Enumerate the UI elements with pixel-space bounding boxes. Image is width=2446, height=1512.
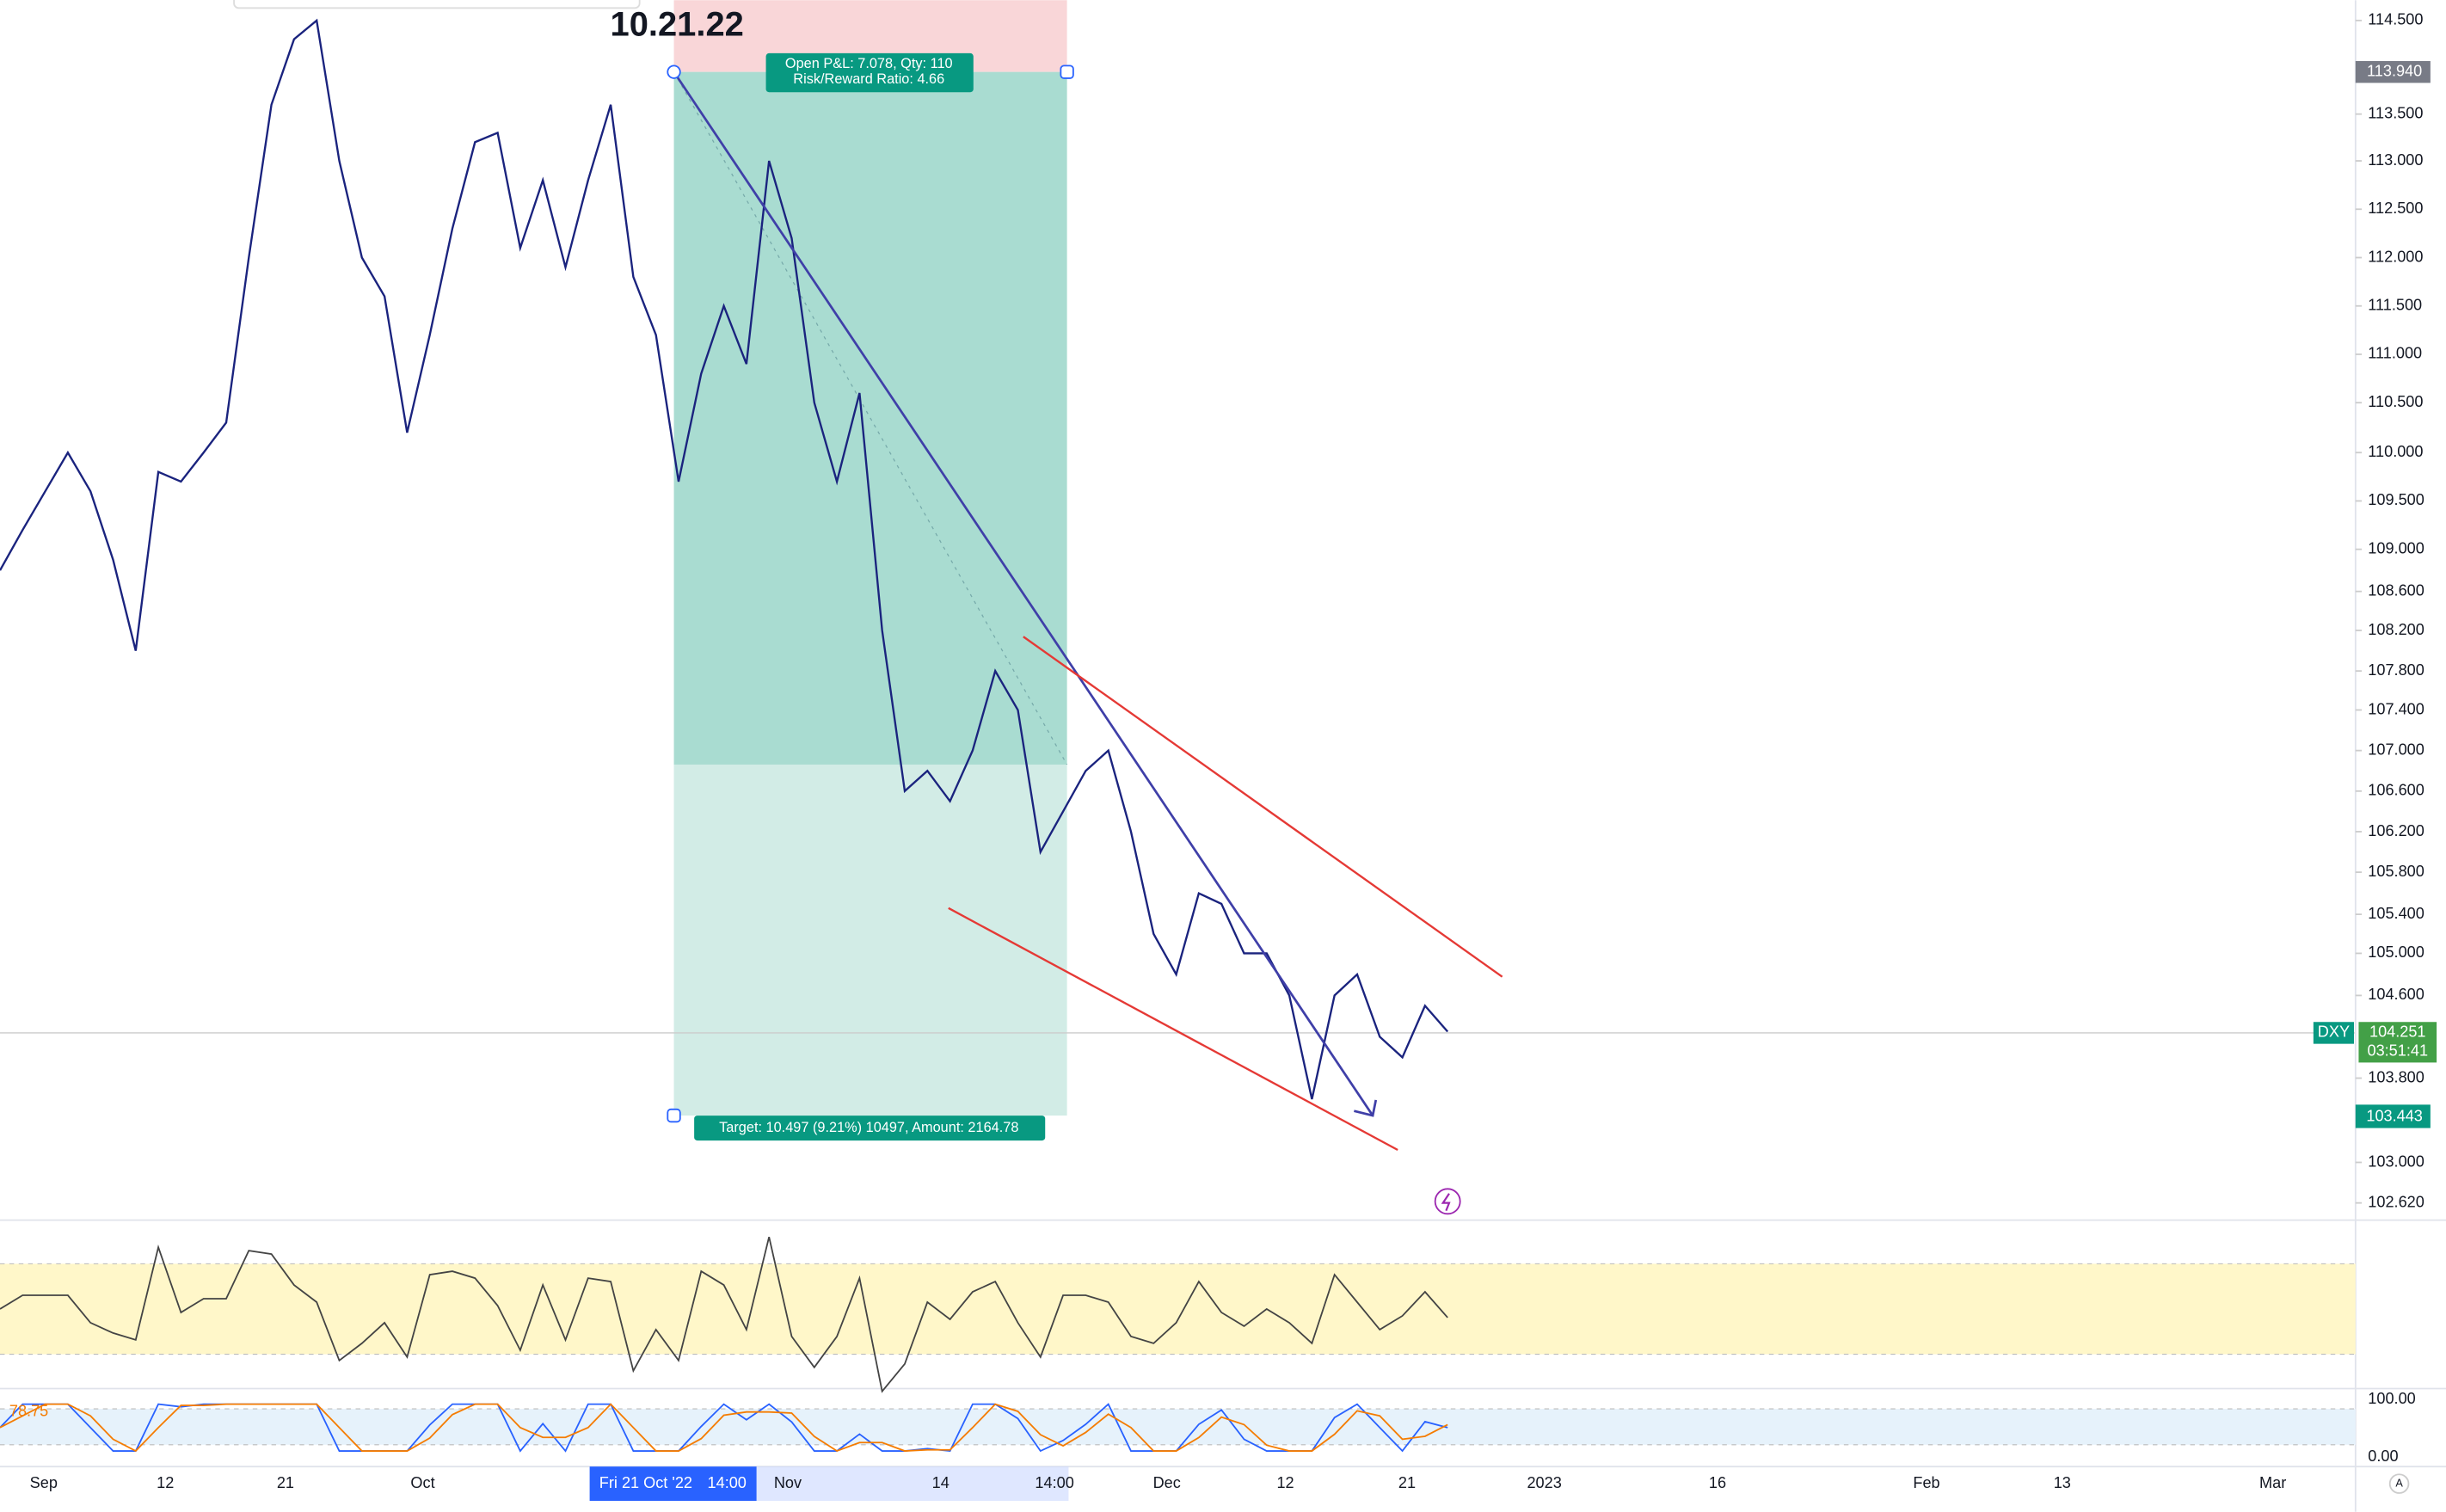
price-tick-label: 105.000 — [2368, 943, 2424, 961]
price-tick-label: 102.620 — [2368, 1193, 2424, 1210]
countdown: 03:51:41 — [2367, 1042, 2428, 1060]
target-box — [694, 1116, 1046, 1141]
event-bolt — [1441, 1193, 1451, 1212]
stoch-d — [0, 1403, 1448, 1453]
price-tick-label: 110.500 — [2368, 393, 2423, 410]
cursor-date — [589, 1466, 757, 1502]
price-tick-label: 111.500 — [2368, 297, 2422, 314]
rsi-line — [0, 1236, 1448, 1393]
time-label: 12 — [1276, 1474, 1294, 1491]
time-label: Nov — [774, 1474, 802, 1491]
event-icon[interactable] — [1434, 1188, 1461, 1215]
time-label: 21 — [1398, 1474, 1416, 1491]
entry-tag — [2355, 60, 2431, 83]
osc-bottom: 0.00 — [2368, 1447, 2398, 1465]
price-tick-label: 113.000 — [2368, 151, 2423, 169]
time-label: 14:00 — [708, 1474, 747, 1491]
price-tick-label: 105.400 — [2368, 905, 2424, 922]
price-tick-label: 107.400 — [2368, 700, 2424, 717]
channel-lower — [948, 907, 1398, 1152]
last-price-tag — [2358, 1022, 2437, 1063]
handle[interactable] — [1060, 65, 1074, 79]
osc-top: 100.00 — [2368, 1390, 2415, 1407]
chart-title: 10.21.22 — [611, 6, 744, 44]
series-layer — [0, 18, 1449, 1453]
time-label: 12 — [157, 1474, 174, 1491]
pnl-label: Open P&L: 7.078, Qty: 110 — [785, 56, 953, 71]
price-tick-label: 104.600 — [2368, 986, 2424, 1003]
price-tick-label: 107.000 — [2368, 741, 2424, 758]
ratio-label: Risk/Reward Ratio: 4.66 — [793, 71, 944, 87]
low-tag-label: 103.443 — [2366, 1108, 2423, 1125]
time-label: 21 — [277, 1474, 294, 1491]
price-tick-label: 114.500 — [2368, 11, 2423, 28]
trend-line — [673, 71, 1374, 1116]
time-label: 14 — [932, 1474, 950, 1491]
target-label: Target: 10.497 (9.21%) 10497, Amount: 21… — [719, 1120, 1018, 1135]
price-axis: 114.500 113.500 113.000 112.500 112.000 111.5… — [2355, 11, 2424, 1210]
entry-tag-label: 113.940 — [2367, 62, 2422, 79]
time-label: 14:00 — [1035, 1474, 1073, 1491]
symbol-tag — [2313, 1022, 2354, 1044]
symbol-label: DXY — [2318, 1023, 2350, 1041]
handle[interactable] — [667, 1108, 681, 1123]
time-label: Sep — [30, 1474, 58, 1491]
price-tick-label: 111.000 — [2368, 345, 2422, 362]
price-tick-label: 106.200 — [2368, 822, 2424, 839]
pnl-box — [765, 52, 974, 93]
target-zone — [673, 764, 1067, 1116]
time-label: Feb — [1913, 1474, 1939, 1491]
osc-value: 78.75 — [9, 1402, 48, 1419]
price-tick-label: 109.500 — [2368, 491, 2424, 508]
time-label: Dec — [1153, 1474, 1181, 1491]
price-tick-label: 107.800 — [2368, 661, 2424, 679]
time-label: Mar — [2259, 1474, 2286, 1491]
stoch-band — [0, 1409, 2356, 1445]
last-price: 104.251 — [2369, 1023, 2426, 1041]
auto-scale[interactable] — [2388, 1473, 2410, 1494]
price-tick-label: 109.000 — [2368, 539, 2424, 556]
channel-upper — [1023, 636, 1503, 978]
popup-edge — [233, 0, 641, 9]
time-axis: Sep 12 21 Oct Fri 21 Oct '22 14:00 Nov 14 14:00 D… — [30, 1474, 2287, 1491]
trade-line — [673, 71, 1068, 765]
handle[interactable] — [667, 65, 681, 79]
rsi-band — [0, 1263, 2356, 1355]
time-label: 13 — [2054, 1474, 2071, 1491]
time-label: 16 — [1709, 1474, 1726, 1491]
price-tick-label: 113.500 — [2368, 104, 2423, 121]
price-tick-label: 112.000 — [2368, 248, 2423, 265]
price-tick-label: 110.000 — [2368, 443, 2423, 460]
auto-scale-label: A — [2395, 1477, 2403, 1489]
price-tick-label: 112.500 — [2368, 200, 2423, 217]
time-label: Fri 21 Oct '22 — [599, 1474, 692, 1491]
time-label: Oct — [410, 1474, 434, 1491]
price-tick-label: 105.800 — [2368, 863, 2424, 880]
price-tick-label: 108.200 — [2368, 621, 2424, 638]
price-tick-label: 108.600 — [2368, 581, 2424, 599]
price-tick-label: 103.000 — [2368, 1152, 2424, 1170]
price-line — [0, 18, 1449, 1100]
low-tag — [2355, 1104, 2431, 1128]
range-highlight — [756, 1466, 1069, 1502]
price-tick-label: 106.600 — [2368, 782, 2424, 799]
time-label: 2023 — [1527, 1474, 1561, 1491]
arrow-head — [1354, 1099, 1378, 1117]
price-tick-label: 103.800 — [2368, 1068, 2424, 1085]
